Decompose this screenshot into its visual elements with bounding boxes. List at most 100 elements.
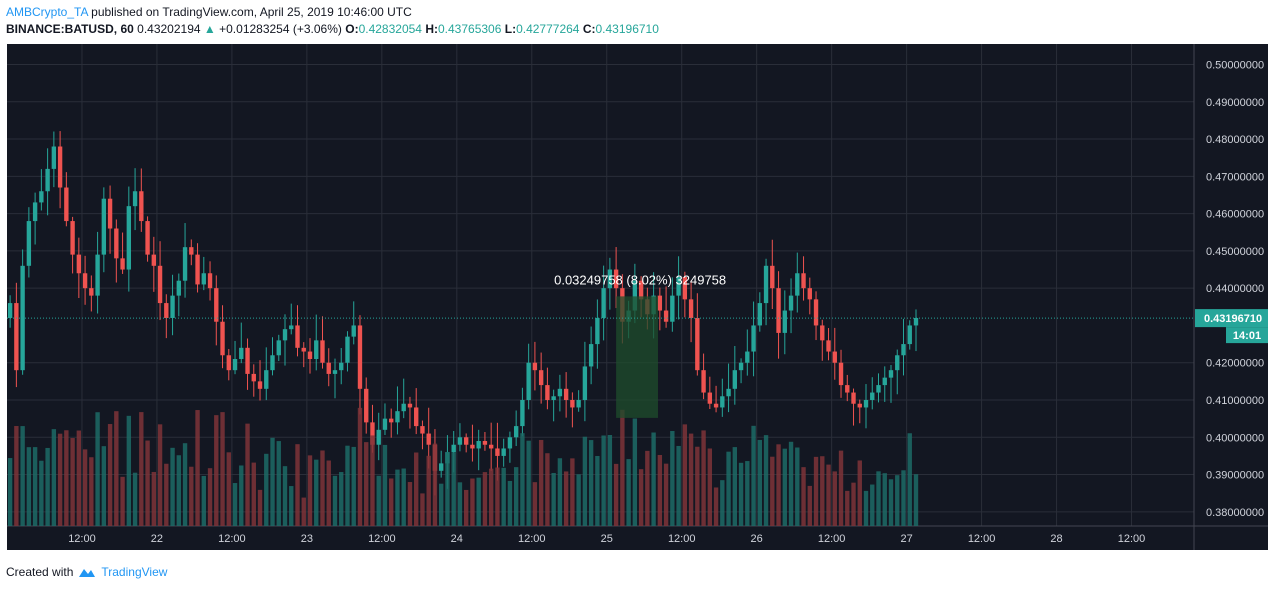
volume-bar	[132, 472, 138, 526]
candle-body	[901, 344, 906, 356]
candle-body	[551, 396, 556, 401]
volume-bar	[45, 447, 50, 526]
candle-body	[832, 351, 837, 363]
high-label: H:	[425, 22, 438, 36]
candle-body	[414, 407, 419, 427]
candle-body	[145, 221, 150, 255]
volume-bar	[563, 471, 569, 526]
candle-body	[239, 347, 244, 359]
volume-bar	[114, 411, 119, 526]
candle-body	[95, 254, 100, 296]
candle-body	[463, 437, 469, 445]
volume-bar	[532, 482, 538, 526]
candle-body	[120, 258, 125, 270]
volume-bar	[51, 429, 57, 526]
candle-body	[488, 444, 494, 449]
candle-body	[507, 437, 513, 449]
candle-body	[382, 418, 388, 430]
candle-body	[451, 444, 456, 453]
candle-body	[476, 441, 481, 449]
candle-body	[838, 362, 844, 386]
volume-bar	[763, 435, 769, 526]
volume-bar	[126, 415, 132, 526]
tradingview-link[interactable]: TradingView	[101, 565, 168, 579]
candle-body	[14, 303, 19, 371]
price-chart[interactable]: 0.50000000 0.49000000 0.48000000 0.47000000…	[0, 40, 1274, 554]
y-tick-label: 0.41000000	[1206, 395, 1264, 407]
tradingview-cloud-icon	[79, 569, 96, 577]
candle-body	[339, 362, 344, 371]
volume-bar	[20, 426, 25, 526]
volume-bar	[170, 447, 175, 526]
candle-body	[913, 317, 919, 326]
x-tick-label: 22	[151, 533, 163, 545]
x-tick-label: 12:00	[818, 533, 846, 545]
volume-bar	[645, 450, 650, 526]
open-value: 0.42832054	[358, 22, 422, 36]
y-tick-label: 0.49000000	[1206, 97, 1264, 109]
volume-bar	[807, 485, 812, 526]
volume-bar	[663, 463, 669, 526]
publish-text: published on TradingView.com, April 25, …	[91, 5, 412, 19]
candle-body	[757, 303, 762, 326]
candle-body	[401, 403, 406, 412]
y-tick-label: 0.47000000	[1206, 171, 1264, 183]
volume-bar	[432, 443, 438, 526]
volume-bar	[895, 475, 900, 526]
volume-bar	[457, 482, 463, 526]
candle-body	[270, 355, 275, 371]
x-tick-label: 24	[451, 533, 463, 545]
y-tick-label: 0.42000000	[1206, 358, 1264, 370]
candle-body	[795, 273, 800, 296]
candle-body	[251, 373, 256, 382]
candle-body	[495, 448, 500, 456]
y-axis-panel	[1194, 44, 1268, 526]
candle-body	[682, 276, 688, 300]
volume-bar	[695, 446, 700, 526]
candle-body	[526, 362, 531, 401]
y-tick-label: 0.48000000	[1206, 134, 1264, 146]
volume-bar	[307, 455, 313, 526]
x-tick-label: 12:00	[368, 533, 396, 545]
volume-bar	[32, 447, 38, 526]
measure-box	[616, 296, 658, 418]
candle-body	[426, 433, 431, 445]
volume-bar	[276, 441, 281, 526]
candle-body	[220, 321, 225, 356]
volume-bar	[907, 433, 912, 526]
candle-body	[676, 276, 681, 296]
volume-bar	[326, 460, 331, 526]
volume-bar	[788, 441, 794, 526]
x-tick-label: 26	[751, 533, 763, 545]
candle-body	[538, 370, 544, 386]
last-price-value: 0.43196710	[1204, 313, 1262, 325]
candle-body	[788, 295, 794, 311]
candle-body	[545, 385, 550, 401]
volume-bar	[501, 467, 506, 526]
volume-bar	[101, 446, 107, 526]
volume-bar	[463, 489, 469, 526]
volume-bar	[357, 407, 363, 526]
candle-body	[707, 392, 713, 404]
triangle-up-icon: ▲	[203, 22, 216, 36]
candle-body	[613, 269, 619, 289]
candle-body	[307, 351, 313, 359]
candle-body	[345, 336, 350, 363]
volume-bar	[76, 430, 82, 526]
volume-bar	[713, 487, 719, 526]
y-tick-label: 0.39000000	[1206, 470, 1264, 482]
y-tick-label: 0.40000000	[1206, 432, 1264, 444]
volume-bar	[738, 462, 744, 526]
volume-bar	[776, 444, 781, 526]
volume-bar	[70, 438, 75, 526]
candle-body	[763, 265, 769, 304]
volume-bar	[638, 469, 644, 526]
volume-bar	[845, 490, 850, 526]
candle-body	[326, 362, 331, 374]
high-value: 0.43765306	[438, 22, 502, 36]
volume-bar	[601, 435, 606, 526]
candle-body	[888, 370, 894, 378]
candle-body	[632, 280, 638, 311]
volume-bar	[395, 469, 400, 526]
author-link[interactable]: AMBCrypto_TA	[6, 5, 88, 19]
